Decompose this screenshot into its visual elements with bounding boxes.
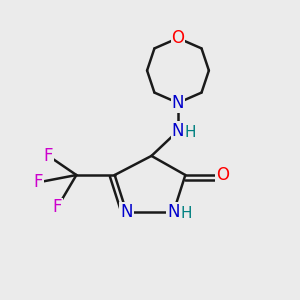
Text: F: F — [52, 198, 62, 216]
Text: H: H — [184, 125, 196, 140]
Text: F: F — [33, 173, 43, 191]
Text: O: O — [172, 29, 184, 47]
Text: N: N — [167, 203, 180, 221]
Text: N: N — [120, 203, 133, 221]
Text: F: F — [44, 147, 53, 165]
Text: N: N — [172, 94, 184, 112]
Text: N: N — [172, 122, 184, 140]
Text: H: H — [180, 206, 192, 221]
Text: O: O — [216, 166, 229, 184]
